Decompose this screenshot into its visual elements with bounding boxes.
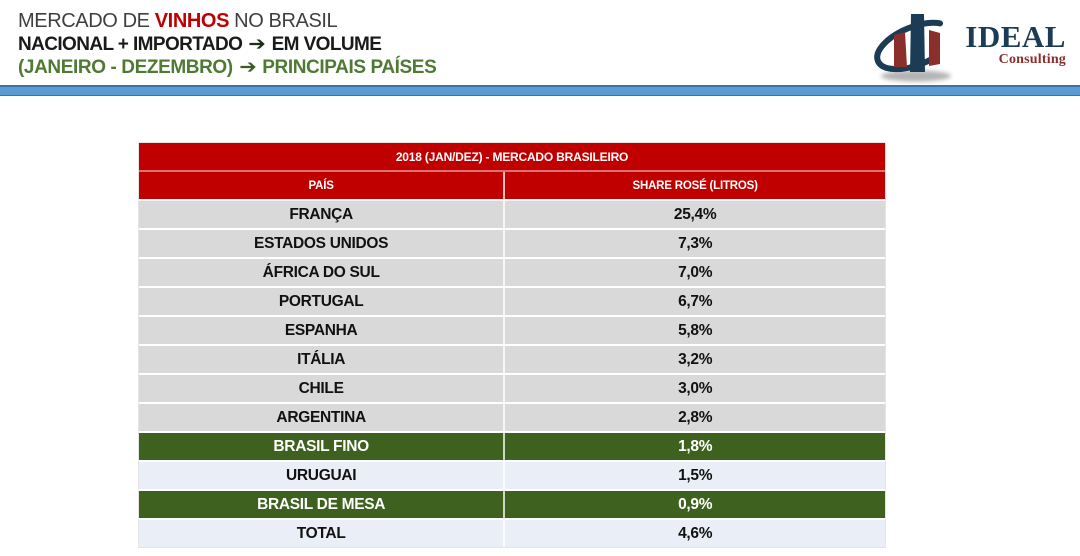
title-line-3-suffix: PRINCIPAIS PAÍSES	[262, 57, 437, 78]
country-cell: ESPANHA	[139, 317, 506, 344]
right-arrow-icon: ➔	[238, 57, 257, 78]
share-cell: 1,8%	[505, 433, 885, 460]
title-line-3: (JANEIRO - DEZEMBRO) ➔ PRINCIPAIS PAÍSES	[18, 56, 437, 79]
title-line-2-text: NACIONAL + IMPORTADO	[18, 34, 243, 55]
logo-text: IDEAL Consulting	[965, 6, 1066, 68]
title-line-2-suffix: EM VOLUME	[271, 34, 382, 55]
country-cell: ÁFRICA DO SUL	[139, 259, 506, 286]
share-cell: 3,0%	[505, 375, 885, 402]
title-line-1: MERCADO DE VINHOS NO BRASIL	[18, 9, 436, 33]
share-cell: 7,3%	[505, 230, 885, 257]
table-header-row: PAÍS SHARE ROSÉ (LITROS)	[139, 172, 885, 199]
country-cell: URUGUAI	[139, 462, 506, 489]
table-body: FRANÇA 25,4% ESTADOS UNIDOS 7,3% ÁFRICA DO S…	[139, 199, 885, 547]
share-cell: 6,7%	[505, 288, 885, 315]
table-row-brasil-de-mesa: BRASIL DE MESA 0,9%	[139, 489, 885, 518]
share-cell: 5,8%	[505, 317, 885, 344]
table-row-brasil-fino: BRASIL FINO 1,8%	[139, 431, 885, 460]
share-cell: 4,6%	[505, 520, 885, 547]
country-cell: ESTADOS UNIDOS	[139, 230, 506, 257]
bar-chart-swoosh-icon	[874, 14, 957, 82]
table-row-portugal: PORTUGAL 6,7%	[139, 286, 885, 315]
share-cell: 25,4%	[505, 201, 885, 228]
share-cell: 3,2%	[505, 346, 885, 373]
title-line-1-accent: VINHOS	[154, 10, 230, 32]
table-row-fran-a: FRANÇA 25,4%	[139, 199, 885, 228]
logo-name: IDEAL	[965, 19, 1066, 54]
title-line-2: NACIONAL + IMPORTADO ➔ EM VOLUME	[18, 33, 436, 56]
share-cell: 1,5%	[505, 462, 885, 489]
table-title: 2018 (JAN/DEZ) - MERCADO BRASILEIRO	[139, 143, 885, 172]
title-line-1-prefix: MERCADO DE	[18, 10, 155, 32]
country-cell: PORTUGAL	[139, 288, 506, 315]
table-row-total: TOTAL 4,6%	[139, 518, 885, 547]
table-row-chile: CHILE 3,0%	[139, 373, 885, 402]
ideal-consulting-logo: IDEAL Consulting	[870, 6, 1066, 86]
logo-tagline: Consulting	[998, 52, 1066, 67]
country-cell: CHILE	[139, 375, 506, 402]
country-cell: ITÁLIA	[139, 346, 506, 373]
slide-title-block: MERCADO DE VINHOS NO BRASIL NACIONAL + I…	[18, 9, 437, 79]
column-header-pais: PAÍS	[139, 172, 506, 199]
table-row-estados-unidos: ESTADOS UNIDOS 7,3%	[139, 228, 885, 257]
title-line-3-text: (JANEIRO - DEZEMBRO)	[18, 57, 233, 78]
right-arrow-icon: ➔	[248, 34, 267, 55]
country-cell: ARGENTINA	[139, 404, 506, 431]
country-cell: BRASIL FINO	[139, 433, 506, 460]
country-cell: TOTAL	[139, 520, 506, 547]
country-cell: BRASIL DE MESA	[139, 491, 506, 518]
table-row-argentina: ARGENTINA 2,8%	[139, 402, 885, 431]
share-cell: 0,9%	[505, 491, 885, 518]
share-cell: 2,8%	[505, 404, 885, 431]
table-row-it-lia: ITÁLIA 3,2%	[139, 344, 885, 373]
table-row-espanha: ESPANHA 5,8%	[139, 315, 885, 344]
country-cell: FRANÇA	[139, 201, 506, 228]
market-share-table: 2018 (JAN/DEZ) - MERCADO BRASILEIRO PAÍS…	[139, 143, 885, 547]
title-line-1-suffix: NO BRASIL	[229, 10, 338, 32]
table-row--frica-do-sul: ÁFRICA DO SUL 7,0%	[139, 257, 885, 286]
share-cell: 7,0%	[505, 259, 885, 286]
table-row-uruguai: URUGUAI 1,5%	[139, 460, 885, 489]
header-divider-bar	[0, 85, 1080, 96]
column-header-share: SHARE ROSÉ (LITROS)	[505, 172, 885, 199]
